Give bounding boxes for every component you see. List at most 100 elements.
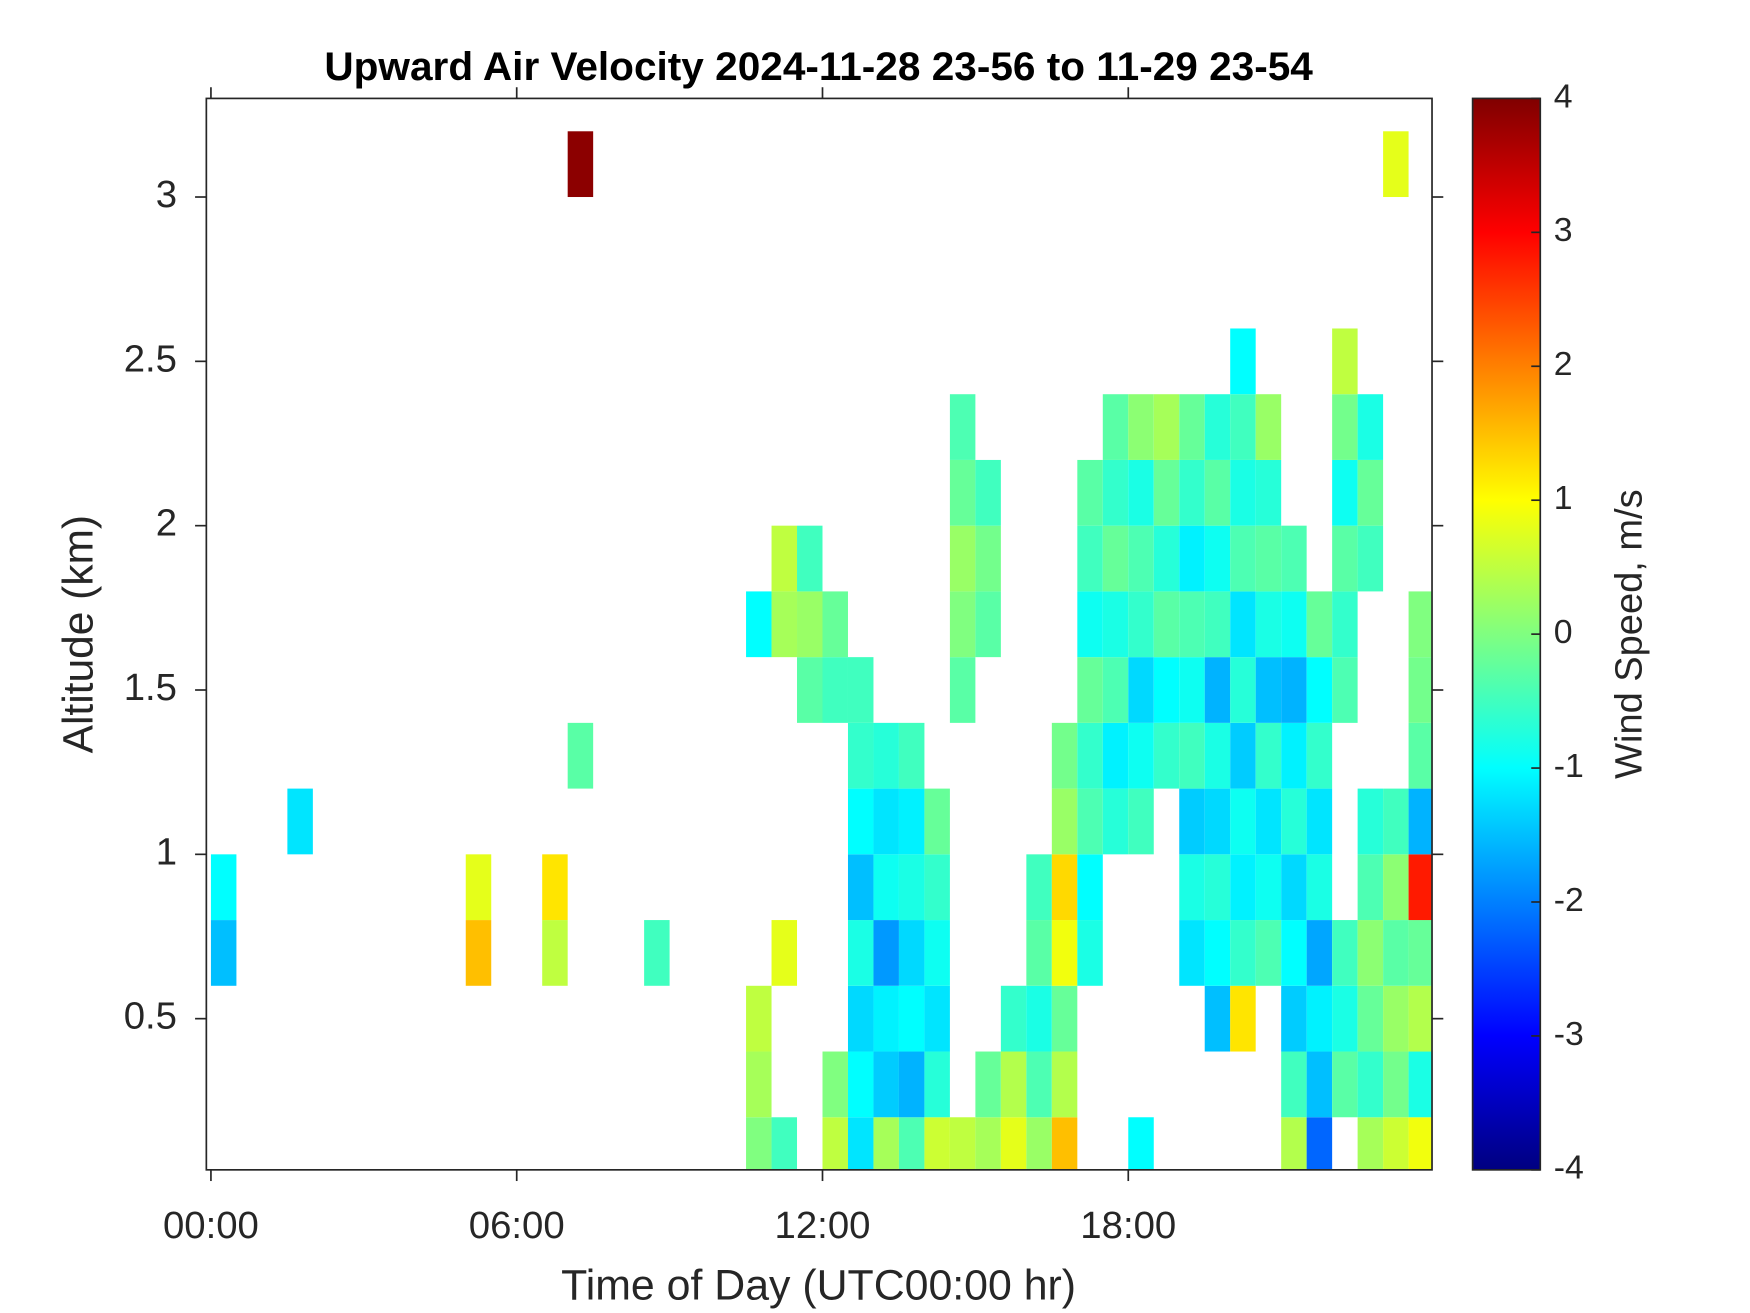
heatmap-cell xyxy=(847,1117,874,1170)
colorbar-label: Wind Speed, m/s xyxy=(1608,489,1651,778)
heatmap-cell xyxy=(1383,985,1409,1052)
heatmap-cell xyxy=(1204,459,1231,526)
heatmap-cell xyxy=(1026,854,1052,921)
heatmap-cell xyxy=(797,657,823,723)
heatmap-cell xyxy=(949,1117,976,1170)
heatmap-cell xyxy=(1179,920,1205,986)
heatmap-cell xyxy=(1204,985,1231,1052)
axes: 00:00 06:00 12:00 18:00 0.5 1 1.5 2 2.5 3 -4 -3 -2 -1… xyxy=(124,78,1584,1247)
heatmap-cell xyxy=(1077,920,1103,986)
heatmap-cell xyxy=(1383,1117,1409,1170)
heatmap-cell xyxy=(924,1117,950,1170)
heatmap-cell xyxy=(1408,920,1433,986)
heatmap-cell xyxy=(1281,525,1307,592)
heatmap-cell xyxy=(1026,1051,1052,1118)
heatmap-cell xyxy=(1383,131,1409,198)
heatmap-cell xyxy=(1102,459,1129,526)
heatmap-cell xyxy=(1357,788,1384,855)
heatmap-cell xyxy=(1179,591,1205,658)
heatmap-cell xyxy=(1306,591,1333,658)
heatmap-cell xyxy=(1179,722,1205,789)
heatmap-cell xyxy=(1408,1051,1433,1118)
heatmap-cell xyxy=(847,920,874,986)
heatmap-cell xyxy=(542,854,568,921)
heatmap-cell xyxy=(1357,920,1384,986)
heatmap-cell xyxy=(1204,657,1231,723)
heatmap-cell xyxy=(1077,854,1103,921)
heatmap-cell xyxy=(1128,722,1154,789)
heatmap-cell xyxy=(898,788,925,855)
heatmap-cell xyxy=(1204,920,1231,986)
heatmap-cell xyxy=(1281,985,1307,1052)
cells xyxy=(210,131,1433,1170)
heatmap-cell xyxy=(975,459,1001,526)
heatmap-cell xyxy=(975,1117,1001,1170)
y-tick-label: 0.5 xyxy=(124,995,177,1038)
heatmap-cell xyxy=(873,920,899,986)
heatmap-cell xyxy=(1051,722,1078,789)
heatmap-cell xyxy=(1230,985,1256,1052)
heatmap-cell xyxy=(847,657,874,723)
heatmap-cell xyxy=(1128,1117,1154,1170)
heatmap-cell xyxy=(1306,722,1333,789)
heatmap-cell xyxy=(1179,788,1205,855)
heatmap-cell xyxy=(1153,591,1180,658)
heatmap-cell xyxy=(1179,657,1205,723)
heatmap-cell xyxy=(1255,525,1282,592)
heatmap-cell xyxy=(567,131,594,198)
colorbar-tick-label: -4 xyxy=(1554,1150,1584,1187)
heatmap-cell xyxy=(949,591,976,658)
heatmap-cell xyxy=(1281,1051,1307,1118)
heatmap-cell xyxy=(1408,722,1433,789)
heatmap-cell xyxy=(1230,854,1256,921)
heatmap-cell xyxy=(1332,591,1358,658)
heatmap-cell xyxy=(1204,591,1231,658)
heatmap-cell xyxy=(210,854,237,921)
heatmap-cell xyxy=(1128,788,1154,855)
heatmap-cell xyxy=(210,920,237,986)
heatmap-cell xyxy=(898,920,925,986)
heatmap-cell xyxy=(1026,1117,1052,1170)
heatmap-cell xyxy=(924,854,950,921)
heatmap-cell xyxy=(1204,394,1231,460)
heatmap-cell xyxy=(1306,1051,1333,1118)
heatmap-cell xyxy=(746,591,772,658)
heatmap-cell xyxy=(771,920,798,986)
heatmap-cell xyxy=(1306,985,1333,1052)
heatmap-cell xyxy=(1179,854,1205,921)
heatmap-cell xyxy=(1332,328,1358,395)
heatmap-cell xyxy=(1204,854,1231,921)
heatmap-cell xyxy=(1255,854,1282,921)
chart-title: Upward Air Velocity 2024-11-28 23-56 to … xyxy=(324,43,1313,89)
heatmap-cell xyxy=(1357,525,1384,592)
heatmap-cell xyxy=(847,788,874,855)
heatmap-cell xyxy=(1408,854,1433,921)
heatmap-cell xyxy=(1102,394,1129,460)
heatmap-cell xyxy=(1230,459,1256,526)
heatmap-cell xyxy=(1204,525,1231,592)
x-tick-label: 06:00 xyxy=(469,1204,565,1247)
colorbar-tick-label: 2 xyxy=(1554,346,1573,383)
heatmap-cell xyxy=(1128,459,1154,526)
heatmap-cell xyxy=(1077,525,1103,592)
heatmap-cell xyxy=(949,657,976,723)
heatmap-cell xyxy=(797,525,823,592)
heatmap-cell xyxy=(771,525,798,592)
heatmap-cell xyxy=(1230,591,1256,658)
heatmap-cell xyxy=(1077,722,1103,789)
heatmap-cell xyxy=(1051,788,1078,855)
heatmap-cell xyxy=(1230,920,1256,986)
heatmap-cell xyxy=(1281,722,1307,789)
heatmap-cell xyxy=(1102,788,1129,855)
heatmap-cell xyxy=(1357,1117,1384,1170)
heatmap-cell xyxy=(873,722,899,789)
heatmap-cell xyxy=(949,394,976,460)
heatmap-cell xyxy=(1230,394,1256,460)
heatmap-cell xyxy=(1051,1117,1078,1170)
heatmap-cell xyxy=(1332,920,1358,986)
heatmap-cell xyxy=(1051,1051,1078,1118)
heatmap-cell xyxy=(746,1117,772,1170)
heatmap-cell xyxy=(1128,394,1154,460)
heatmap-cell xyxy=(924,1051,950,1118)
heatmap-cell xyxy=(465,854,492,921)
